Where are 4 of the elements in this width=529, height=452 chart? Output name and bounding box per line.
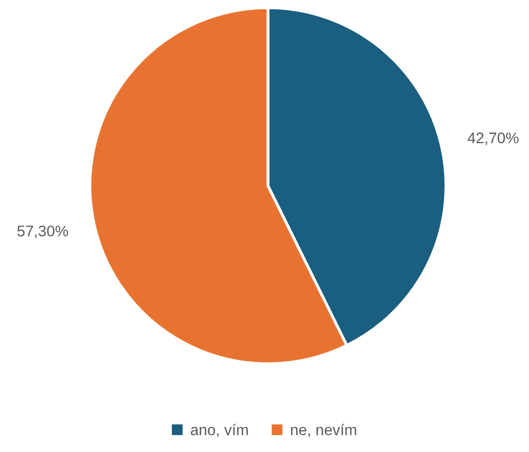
legend-label: ano, vím <box>190 424 248 438</box>
data-label: 42,70% <box>468 132 519 146</box>
legend-label: ne, nevím <box>291 424 356 438</box>
data-label: 57,30% <box>17 226 68 238</box>
